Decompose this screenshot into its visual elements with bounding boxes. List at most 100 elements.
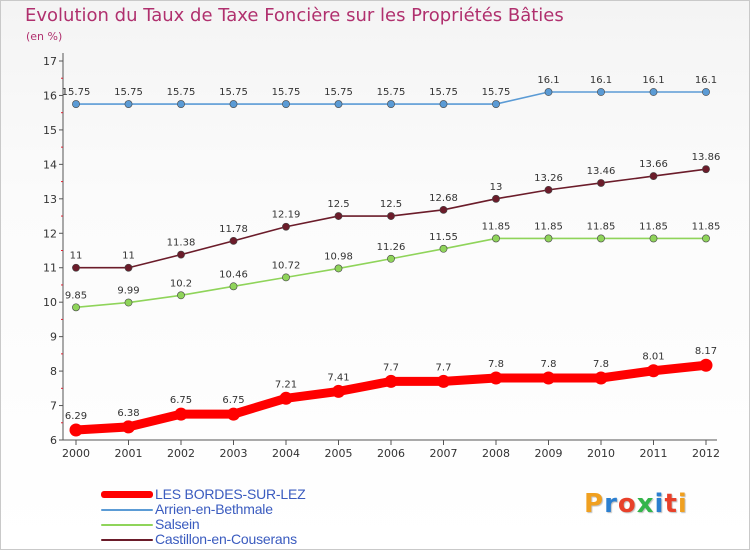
data-point xyxy=(124,263,133,272)
data-point xyxy=(597,179,605,187)
data-point xyxy=(122,420,135,434)
legend-label: Castillon-en-Couserans xyxy=(155,531,297,547)
data-label: 12.68 xyxy=(429,193,458,204)
data-label: 7.8 xyxy=(541,359,557,370)
data-label: 6.29 xyxy=(65,411,87,422)
legend-item: LES BORDES-SUR-LEZ xyxy=(101,486,361,502)
data-point xyxy=(124,298,133,307)
data-label: 12.5 xyxy=(327,199,349,210)
data-point xyxy=(439,205,448,214)
logo-letter: i xyxy=(677,489,688,519)
data-label: 8.17 xyxy=(695,346,717,357)
data-point xyxy=(544,234,553,243)
data-label: 15.75 xyxy=(62,87,91,98)
data-point xyxy=(334,100,343,108)
x-tick-label: 2009 xyxy=(535,447,563,460)
x-tick-label: 2012 xyxy=(692,447,720,460)
data-point xyxy=(544,88,553,96)
data-label: 16.1 xyxy=(642,75,664,86)
data-point xyxy=(282,222,290,231)
data-point xyxy=(649,88,658,96)
data-point xyxy=(124,100,133,108)
data-label: 7.8 xyxy=(488,359,504,370)
data-point xyxy=(702,88,710,96)
data-point xyxy=(334,264,343,273)
y-tick-label: 13 xyxy=(43,193,57,206)
data-point xyxy=(492,194,500,203)
legend-swatch xyxy=(101,509,153,511)
data-point xyxy=(649,234,658,243)
y-tick-label: 15 xyxy=(43,124,57,137)
axes: 6 7 8 9 10 11 12 13 14 15 16 17 2000 2001 2002 2003 2004… xyxy=(43,53,720,460)
data-label: 10.98 xyxy=(324,251,353,262)
data-label: 7.8 xyxy=(593,359,609,370)
y-tick-label: 12 xyxy=(43,227,57,240)
data-label: 6.75 xyxy=(222,395,244,406)
x-tick-label: 2011 xyxy=(640,447,668,460)
y-tick-label: 16 xyxy=(43,89,57,102)
x-tick-label: 2005 xyxy=(325,447,353,460)
data-labels: 15.75 15.75 15.75 15.75 15.75 15.75 15.75 15.75… xyxy=(62,75,721,422)
data-point xyxy=(177,291,185,300)
y-tick-label: 10 xyxy=(43,296,57,309)
data-label: 11.85 xyxy=(534,221,563,232)
logo-letter: P xyxy=(584,489,605,519)
x-tick-label: 2003 xyxy=(220,447,248,460)
data-point xyxy=(282,273,290,282)
data-point xyxy=(437,374,450,388)
data-label: 11 xyxy=(70,251,83,262)
legend: LES BORDES-SUR-LEZ Arrien-en-Bethmale Sals… xyxy=(101,486,361,547)
data-point xyxy=(439,100,448,108)
chart-subtitle: (en %) xyxy=(26,30,63,43)
data-point xyxy=(332,384,345,398)
data-label: 15.75 xyxy=(429,87,458,98)
data-point xyxy=(439,244,448,253)
x-tick-label: 2010 xyxy=(587,447,615,460)
data-label: 15.75 xyxy=(114,87,143,98)
data-point xyxy=(72,100,80,108)
data-label: 9.85 xyxy=(65,290,87,301)
data-point xyxy=(334,212,343,220)
data-point xyxy=(699,358,713,372)
legend-item: Salsein xyxy=(101,516,361,532)
data-label: 10.2 xyxy=(170,278,192,289)
data-point xyxy=(177,100,185,108)
data-point xyxy=(174,407,188,421)
data-point xyxy=(72,303,80,312)
data-label: 10.72 xyxy=(272,260,301,271)
data-label: 15.75 xyxy=(377,87,406,98)
data-label: 11.85 xyxy=(587,221,616,232)
y-tick-label: 7 xyxy=(50,400,57,413)
y-tick-label: 17 xyxy=(43,55,57,68)
legend-swatch xyxy=(101,539,153,541)
proxiti-logo: Proxiti xyxy=(584,489,688,519)
data-label: 7.7 xyxy=(436,362,452,373)
logo-letter: t xyxy=(664,489,678,519)
data-point xyxy=(387,100,395,108)
data-label: 7.21 xyxy=(275,379,297,390)
data-point xyxy=(227,407,240,421)
data-point xyxy=(229,236,238,245)
legend-swatch xyxy=(101,491,153,498)
logo-letter: r xyxy=(604,489,618,519)
data-label: 11.85 xyxy=(692,221,721,232)
data-point xyxy=(387,212,395,220)
x-tick-label: 2000 xyxy=(62,447,90,460)
y-tick-label: 8 xyxy=(50,365,57,378)
data-label: 13.86 xyxy=(692,152,721,163)
data-label: 10.46 xyxy=(219,269,248,280)
data-label: 6.75 xyxy=(170,395,192,406)
data-point xyxy=(544,185,553,194)
data-label: 16.1 xyxy=(695,75,717,86)
data-label: 15.75 xyxy=(482,87,511,98)
x-tick-label: 2002 xyxy=(167,447,195,460)
y-tick-label: 11 xyxy=(43,262,57,275)
x-tick-label: 2006 xyxy=(377,447,405,460)
legend-label: Salsein xyxy=(155,516,200,532)
data-label: 11.55 xyxy=(429,232,458,243)
data-point xyxy=(597,234,605,243)
data-point xyxy=(542,371,555,385)
data-point xyxy=(229,100,238,108)
data-label: 15.75 xyxy=(219,87,248,98)
